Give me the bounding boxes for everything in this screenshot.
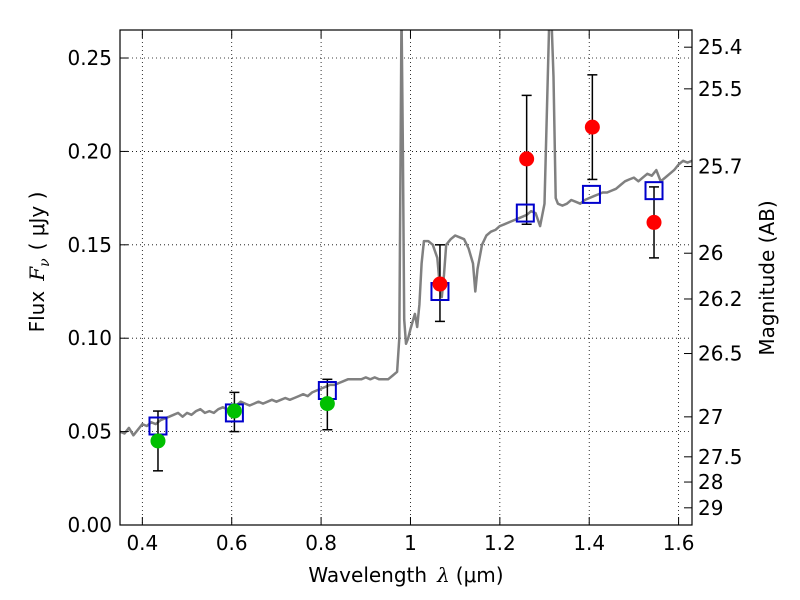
x-tick-label: 1.6 (663, 531, 695, 555)
model-flux-square (515, 203, 535, 223)
nir-data-point (519, 151, 535, 167)
y-tick-label: 0.00 (67, 513, 112, 537)
x-tick-label: 0.8 (305, 531, 337, 555)
x-axis-label: Wavelength λ (μm) (308, 563, 503, 587)
plot-frame (119, 29, 693, 526)
x-tick-label: 0.4 (126, 531, 158, 555)
x-tick-label: 1.2 (484, 531, 516, 555)
x-tick-label: 0.6 (216, 531, 248, 555)
y2-tick-label: 29 (698, 496, 723, 520)
y-tick-label: 0.05 (67, 420, 112, 444)
x-tick-label: 1 (404, 531, 417, 555)
y-tick-label: 0.10 (67, 326, 112, 350)
y-tick-label: 0.20 (67, 139, 112, 163)
y2-tick-label: 28 (698, 470, 723, 494)
axis-ticks: 0.4 0.6 0.8 1 1.2 1.4 1.6 0.00 0.05 0.10 0.15 0.20 0… (67, 30, 743, 555)
y2-tick-label: 25.4 (698, 35, 743, 59)
y2-tick-label: 26.2 (698, 287, 743, 311)
model-spectrum-line (120, 30, 692, 437)
nir-data-point (584, 119, 600, 135)
y2-tick-label: 26.5 (698, 342, 743, 366)
y-tick-label: 0.25 (67, 46, 112, 70)
y-axis-label: FluxFν( μJy ) (25, 192, 53, 333)
y2-tick-label: 25.5 (698, 77, 743, 101)
model-spectrum-layer (120, 30, 692, 437)
y2-tick-label: 27 (698, 405, 723, 429)
y2-tick-label: 26 (698, 241, 723, 265)
nir-data-point (646, 214, 662, 230)
y2-tick-label: 25.7 (698, 155, 743, 179)
model-flux-square (581, 184, 601, 204)
optical-data-point (150, 433, 166, 449)
data-points-layer (148, 74, 664, 472)
y-tick-label: 0.15 (67, 233, 112, 257)
y2-tick-label: 27.5 (698, 445, 743, 469)
nir-data-point (432, 276, 448, 292)
optical-data-point (226, 403, 242, 419)
optical-data-point (319, 396, 335, 412)
grid (120, 30, 692, 526)
x-tick-label: 1.4 (573, 531, 605, 555)
y2-axis-label: Magnitude (AB) (755, 200, 779, 355)
model-flux-square (644, 181, 664, 201)
